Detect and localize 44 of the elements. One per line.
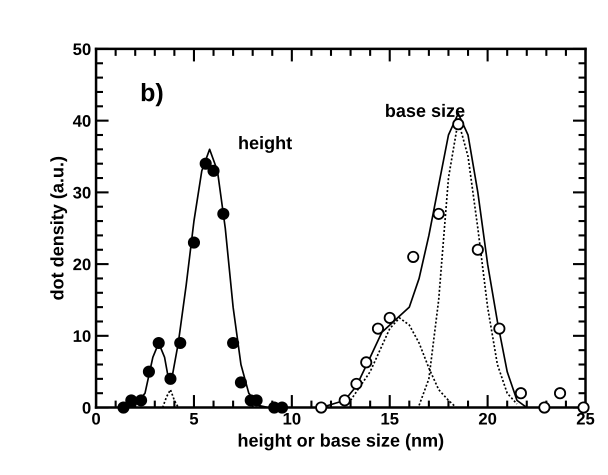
y-axis-title: dot density (a.u.) — [50, 156, 68, 300]
point — [493, 322, 506, 335]
point — [164, 372, 177, 385]
point — [117, 401, 130, 414]
point — [217, 208, 230, 220]
point — [315, 401, 328, 414]
y-tick-label: 30 — [73, 186, 91, 199]
point — [472, 244, 484, 256]
x-tick-label: 25 — [576, 412, 594, 425]
point — [554, 387, 566, 400]
y-tick-label: 10 — [74, 330, 91, 342]
annotation: b) — [142, 83, 162, 106]
point — [350, 378, 362, 390]
point — [234, 376, 247, 388]
point — [384, 312, 396, 324]
point — [207, 164, 220, 177]
x-tick-label: 10 — [284, 412, 300, 425]
point — [135, 394, 148, 406]
y-tick-label: 50 — [73, 43, 91, 56]
point — [200, 158, 212, 170]
point — [174, 336, 186, 350]
point — [227, 336, 240, 350]
point — [338, 394, 351, 406]
point — [452, 118, 464, 130]
annotation: base size — [386, 104, 465, 118]
x-axis-title: height or base size (nm) — [238, 434, 444, 450]
x-tick-label: 20 — [478, 412, 496, 425]
point — [360, 356, 372, 368]
x-tick-label: 0 — [92, 412, 100, 425]
y-tick-label: 20 — [73, 258, 91, 270]
point — [514, 387, 527, 400]
annotation: height — [239, 136, 292, 153]
point — [432, 208, 445, 220]
point — [125, 394, 138, 406]
y-tick-label: 0 — [82, 402, 91, 414]
point — [407, 250, 420, 263]
point — [538, 401, 550, 414]
point — [372, 322, 384, 335]
x-tick-label: 15 — [382, 413, 399, 425]
point — [188, 236, 200, 249]
point — [152, 336, 165, 350]
y-tick-label: 40 — [72, 115, 91, 127]
x-tick-label: 5 — [190, 413, 198, 425]
point — [142, 366, 155, 378]
